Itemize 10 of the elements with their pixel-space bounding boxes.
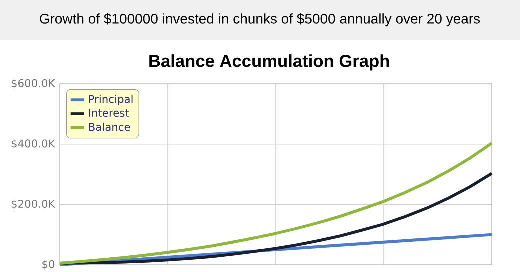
legend-label: Principal <box>89 95 133 106</box>
y-tick-label: $400.0K <box>12 140 56 150</box>
y-tick-label: $0 <box>42 260 55 270</box>
line-series <box>58 142 494 265</box>
legend-label: Balance <box>89 122 130 132</box>
legend-label: Interest <box>89 109 130 118</box>
chart-subtitle: Balance Accumulation Graph <box>150 54 390 71</box>
y-tick-label: $600.0K <box>12 79 56 89</box>
chart-title: Growth of $100000 invested in chunks of $5000 annually over 20 years <box>40 13 480 27</box>
y-tick-label: $200.0K <box>12 200 56 210</box>
